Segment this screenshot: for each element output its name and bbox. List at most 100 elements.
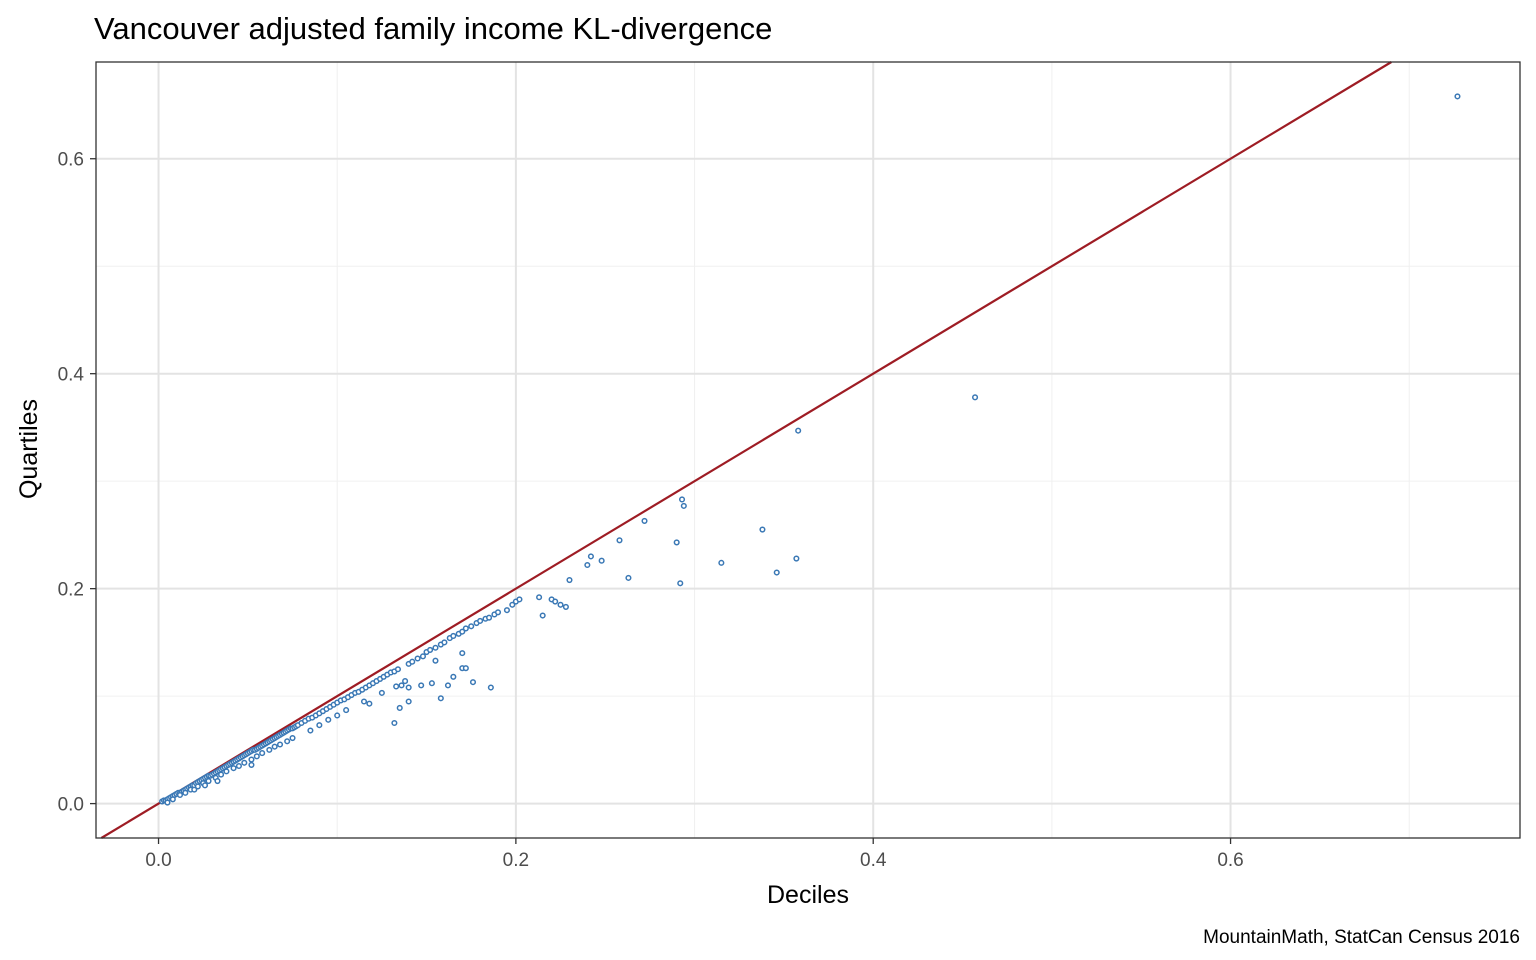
data-point	[566, 576, 573, 584]
y-tick-label: 0.6	[58, 150, 84, 171]
data-point	[450, 632, 457, 639]
data-point	[271, 743, 278, 750]
data-point	[680, 502, 687, 509]
chart-title: Vancouver adjusted family income KL-dive…	[94, 11, 772, 46]
data-point	[393, 683, 400, 690]
data-point	[259, 750, 266, 757]
y-axis-ticks: 0.0 0.2 0.4 0.6	[58, 150, 96, 816]
data-point	[284, 738, 291, 745]
data-point	[409, 658, 416, 665]
major-gridlines	[96, 62, 1520, 838]
data-point	[972, 394, 979, 401]
data-point	[241, 759, 248, 766]
data-point	[468, 623, 475, 630]
data-point	[307, 727, 314, 734]
data-point	[587, 553, 594, 560]
data-point	[477, 617, 484, 624]
reference-line	[100, 61, 1392, 839]
y-tick-label: 0.2	[58, 580, 84, 601]
data-point	[405, 698, 412, 705]
identity-reference-line	[100, 61, 1392, 839]
data-point	[486, 614, 493, 621]
data-point	[419, 653, 427, 660]
data-point	[214, 777, 221, 785]
data-points	[159, 93, 1461, 806]
data-point	[266, 746, 273, 753]
data-point	[509, 601, 516, 608]
x-axis-ticks: 0.0 0.2 0.4 0.6	[145, 838, 1244, 871]
data-point	[343, 707, 350, 714]
data-point	[432, 644, 439, 651]
data-point	[444, 682, 452, 689]
data-point	[164, 799, 171, 806]
data-point	[616, 537, 623, 544]
data-point	[718, 559, 725, 566]
data-point	[557, 601, 564, 608]
data-point	[223, 768, 230, 775]
y-tick-label: 0.4	[58, 365, 85, 386]
data-point	[494, 609, 502, 616]
data-point	[536, 594, 543, 601]
data-point	[182, 789, 189, 796]
data-point	[469, 679, 477, 686]
data-point	[396, 704, 403, 712]
chart-caption: MountainMath, StatCan Census 2016	[1203, 927, 1520, 948]
data-point	[678, 496, 686, 503]
data-point	[459, 650, 466, 657]
data-point	[552, 598, 559, 605]
data-point	[793, 555, 800, 562]
data-point	[462, 625, 469, 632]
data-point	[677, 580, 684, 587]
data-point	[402, 678, 409, 685]
data-point	[773, 569, 780, 576]
data-point	[360, 698, 368, 705]
data-point	[316, 722, 323, 729]
x-tick-label: 0.4	[860, 850, 887, 871]
data-point	[625, 574, 632, 581]
data-point	[169, 796, 176, 803]
data-point	[334, 712, 341, 719]
data-point	[391, 719, 398, 727]
data-point	[432, 657, 439, 664]
data-point	[248, 761, 255, 768]
data-point	[194, 783, 201, 790]
data-point	[414, 655, 421, 662]
data-point	[450, 673, 457, 680]
data-point	[759, 526, 766, 533]
plot-panel-border	[95, 61, 1521, 839]
data-point	[673, 539, 680, 546]
data-point	[325, 716, 332, 723]
data-point	[201, 782, 209, 789]
data-point	[503, 607, 510, 614]
data-point	[441, 639, 448, 646]
data-point	[427, 646, 434, 653]
data-point	[437, 695, 444, 702]
data-point	[205, 777, 212, 785]
minor-gridlines	[96, 62, 1520, 838]
data-point	[191, 786, 198, 793]
data-point	[248, 756, 255, 763]
data-point	[598, 557, 605, 564]
data-point	[462, 665, 469, 672]
data-point	[487, 684, 494, 691]
data-point	[418, 682, 425, 689]
data-point	[1454, 93, 1461, 100]
x-axis-title: Deciles	[767, 881, 849, 909]
x-tick-label: 0.2	[503, 850, 529, 871]
data-point	[795, 427, 802, 434]
data-point	[584, 561, 591, 569]
data-point	[378, 689, 385, 696]
data-point	[289, 734, 296, 742]
data-point	[230, 765, 237, 772]
data-point	[176, 791, 184, 799]
data-point	[235, 762, 242, 770]
data-point	[539, 612, 546, 619]
data-point	[218, 771, 225, 778]
data-point	[516, 596, 523, 603]
data-point	[641, 517, 648, 524]
data-point	[253, 753, 260, 760]
x-tick-label: 0.6	[1217, 850, 1243, 871]
data-point	[398, 682, 405, 689]
data-point	[562, 603, 569, 610]
